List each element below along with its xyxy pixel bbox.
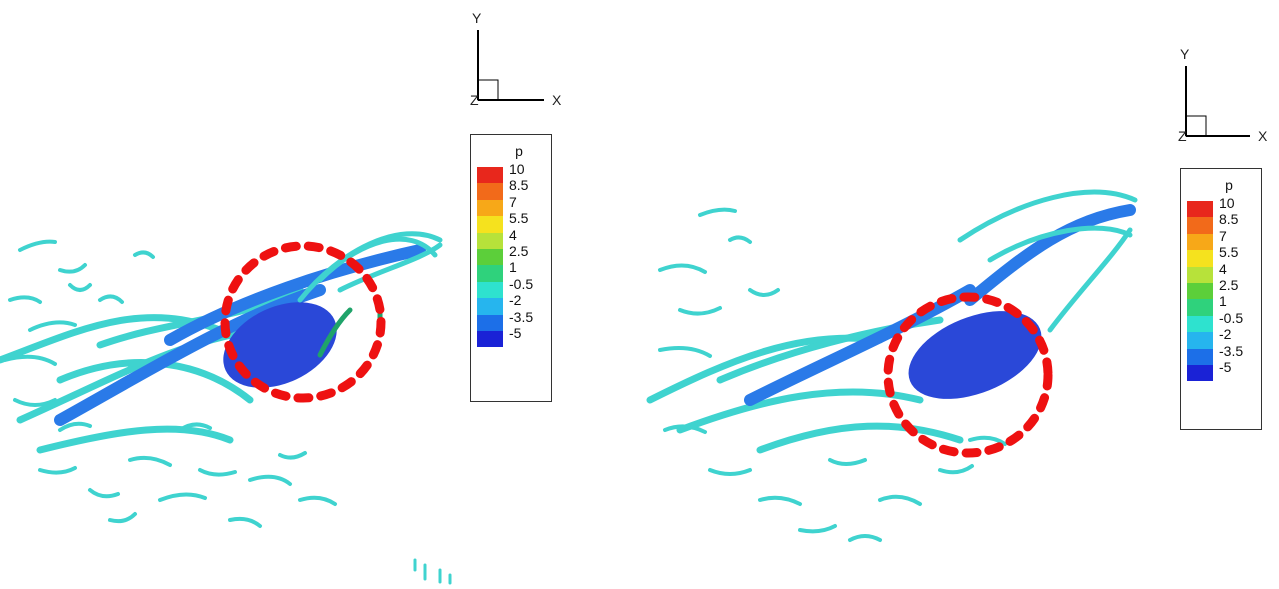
legend-swatch xyxy=(1187,299,1213,316)
right-panel: Y X Z p 10 8.5 7 5.5 4 2.5 1 -0.5 -2 -3.5 -5 xyxy=(640,0,1279,589)
legend-label: -0.5 xyxy=(509,275,534,292)
legend-swatches xyxy=(477,167,503,348)
legend-label: 1 xyxy=(509,259,517,276)
legend-swatch xyxy=(477,199,503,217)
legend-swatch xyxy=(477,167,503,184)
legend-label: 8.5 xyxy=(1219,211,1239,228)
y-axis-label: Y xyxy=(1180,46,1190,62)
legend-swatch xyxy=(477,298,503,315)
axis-triad-left: Y X Z xyxy=(462,10,572,110)
legend-title: p xyxy=(515,143,523,159)
legend-swatch xyxy=(1187,332,1213,349)
legend-swatch xyxy=(1187,364,1213,382)
y-axis-label: Y xyxy=(472,10,482,26)
legend-title: p xyxy=(1225,177,1233,193)
legend-label: 2.5 xyxy=(509,242,529,259)
vortex-visualization-left xyxy=(0,231,452,585)
legend-swatch xyxy=(477,248,503,266)
legend-label: -2 xyxy=(509,292,522,309)
z-axis-label: Z xyxy=(470,92,479,108)
legend-swatch xyxy=(477,265,503,282)
z-axis-label: Z xyxy=(1178,128,1187,144)
legend-swatch xyxy=(1187,201,1213,218)
legend-swatch xyxy=(1187,348,1213,365)
legend-label: -3.5 xyxy=(509,308,534,325)
legend-label: -3.5 xyxy=(1219,342,1244,359)
legend-swatch xyxy=(1187,233,1213,251)
legend-label: 10 xyxy=(509,161,525,177)
legend-label: 7 xyxy=(1219,227,1227,244)
legend-swatch xyxy=(1187,266,1213,283)
legend-swatch xyxy=(1187,282,1213,300)
blue-core-tubes xyxy=(54,244,426,426)
legend-swatch xyxy=(477,330,503,348)
legend-label: 4 xyxy=(509,226,517,243)
pressure-legend-right: p 10 8.5 7 5.5 4 2.5 1 -0.5 -2 -3.5 -5 xyxy=(1180,168,1262,430)
legend-labels: 10 8.5 7 5.5 4 2.5 1 -0.5 -2 -3.5 -5 xyxy=(1219,195,1243,381)
legend-label: 5.5 xyxy=(509,210,529,227)
legend-label: 10 xyxy=(1219,195,1235,211)
upper-ring-structure xyxy=(297,231,443,303)
legend-label: 8.5 xyxy=(509,177,529,194)
legend-label: 5.5 xyxy=(1219,244,1239,261)
low-pressure-core xyxy=(223,302,337,388)
x-axis-label: X xyxy=(552,92,562,108)
legend-swatch xyxy=(1187,315,1213,333)
legend-label: -5 xyxy=(509,324,522,341)
left-panel: Y X Z p 10 8.5 7 5.5 4 2.5 1 -0.5 -2 -3.5 -5 xyxy=(0,10,572,585)
legend-label: -5 xyxy=(1219,358,1232,375)
legend-label: -0.5 xyxy=(1219,309,1244,326)
legend-swatch xyxy=(1187,250,1213,267)
highlight-ring xyxy=(883,292,1053,458)
axis-triad-right: Y X Z xyxy=(1176,46,1279,146)
legend-label: 7 xyxy=(509,193,517,210)
vortex-visualization-right xyxy=(646,189,1138,542)
legend-swatch xyxy=(477,183,503,200)
legend-label: 1 xyxy=(1219,293,1227,310)
legend-label: 2.5 xyxy=(1219,276,1239,293)
legend-swatch xyxy=(477,232,503,249)
x-axis-label: X xyxy=(1258,128,1268,144)
pressure-legend-left: p 10 8.5 7 5.5 4 2.5 1 -0.5 -2 -3.5 -5 xyxy=(470,134,552,402)
legend-swatch xyxy=(477,281,503,299)
legend-labels: 10 8.5 7 5.5 4 2.5 1 -0.5 -2 -3.5 -5 xyxy=(509,161,533,347)
legend-label: -2 xyxy=(1219,326,1232,343)
legend-swatches xyxy=(1187,201,1213,382)
legend-swatch xyxy=(1187,217,1213,234)
highlight-ring xyxy=(220,241,386,403)
legend-swatch xyxy=(477,216,503,233)
scattered-fragments xyxy=(3,239,337,528)
legend-label: 4 xyxy=(1219,260,1227,277)
legend-swatch xyxy=(477,314,503,331)
